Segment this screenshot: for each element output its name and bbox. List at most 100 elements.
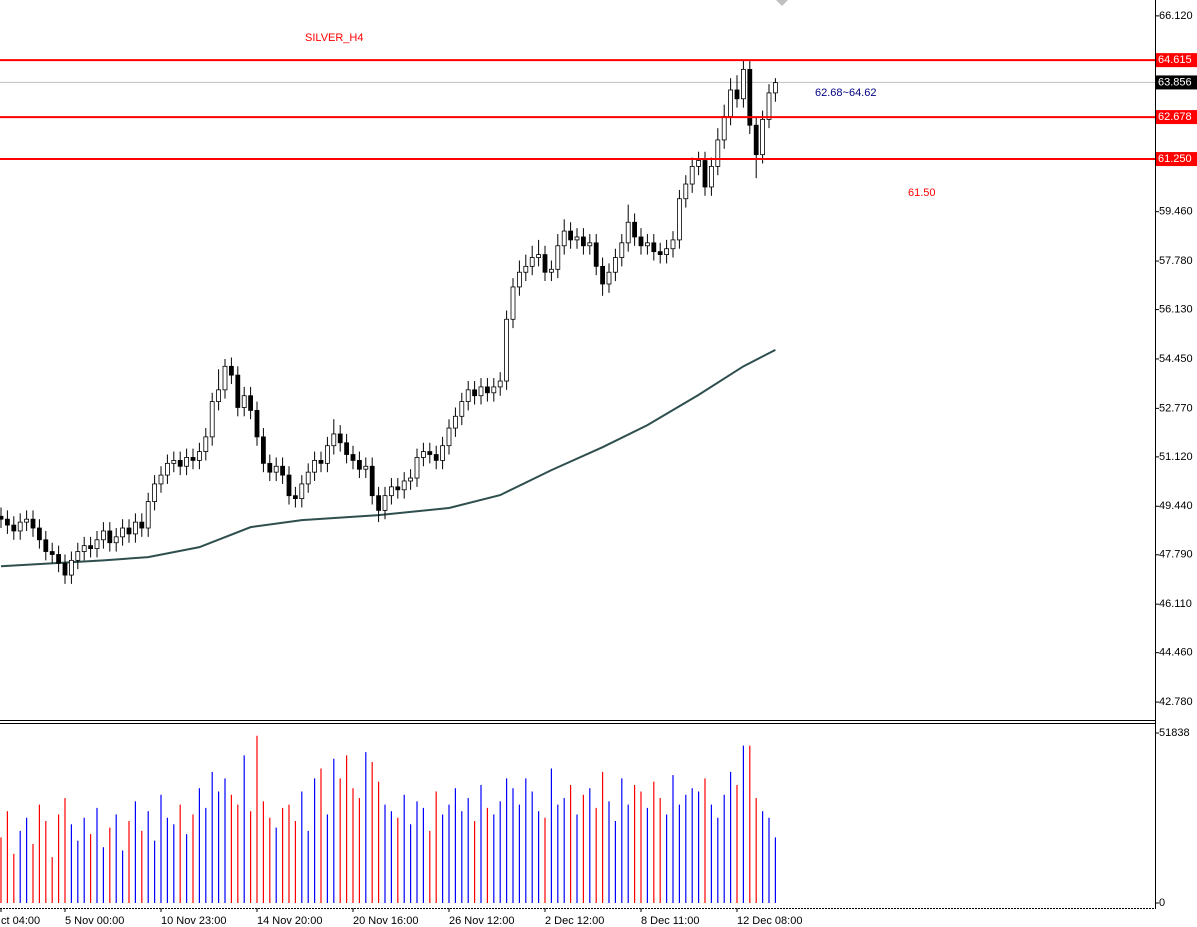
- level-label: 62.678: [1158, 111, 1192, 123]
- candle-body: [382, 495, 388, 511]
- candle-body: [446, 427, 452, 447]
- candle-body: [24, 518, 30, 523]
- candle-body: [209, 401, 215, 438]
- candle-body: [542, 254, 548, 273]
- current-price-box: [1156, 75, 1197, 90]
- x-tick-label: 8 Dec 11:00: [641, 915, 700, 927]
- candle-body: [337, 433, 343, 444]
- candle-body: [517, 271, 522, 288]
- y-tick-label: 57.780: [1159, 255, 1193, 267]
- candle-body: [299, 483, 305, 500]
- candle-body: [248, 395, 254, 411]
- x-tick-label: 5 Nov 00:00: [65, 915, 124, 927]
- candle-body: [427, 451, 433, 455]
- candle-body: [600, 265, 605, 285]
- candle-body: [120, 527, 125, 538]
- y-tick-label: 51.120: [1159, 451, 1193, 463]
- candle-body: [0, 515, 4, 520]
- candle-body: [510, 286, 516, 320]
- level-label-box: [1156, 110, 1197, 125]
- candle-body: [497, 380, 503, 388]
- candle-body: [645, 242, 650, 247]
- x-tick-label: 12 Dec 08:00: [737, 915, 802, 927]
- candle-body: [523, 265, 529, 273]
- candle-body: [164, 462, 170, 476]
- candle-body: [184, 457, 190, 467]
- level-label-box: [1156, 152, 1197, 167]
- candle-body: [709, 166, 714, 188]
- candle-body: [664, 248, 669, 256]
- candle-body: [555, 245, 561, 270]
- candle-body: [433, 454, 439, 461]
- candle-body: [670, 239, 676, 250]
- candle-body: [696, 160, 701, 167]
- candle-body: [689, 166, 695, 185]
- candle-body: [177, 460, 183, 467]
- y-tick-label: 59.460: [1159, 206, 1193, 218]
- candle-body: [766, 92, 772, 120]
- candle-body: [440, 445, 446, 461]
- level-label: 61.250: [1158, 153, 1192, 165]
- candle-body: [145, 501, 151, 529]
- candle-body: [113, 536, 119, 544]
- candle-body: [363, 465, 369, 470]
- y-tick-label: 47.790: [1159, 549, 1193, 561]
- x-tick-label: 10 Nov 23:00: [161, 915, 226, 927]
- candle-body: [56, 554, 61, 564]
- candle-body: [273, 465, 279, 473]
- candle-body: [139, 521, 145, 529]
- candle-body: [452, 415, 458, 429]
- candle-body: [292, 495, 298, 500]
- candle-body: [760, 118, 765, 156]
- candle-body: [158, 474, 164, 485]
- shift-marker: [776, 0, 788, 6]
- candle-body: [126, 527, 132, 535]
- candle-body: [30, 518, 36, 529]
- candle-body: [683, 183, 689, 200]
- candle-body: [721, 116, 727, 141]
- candle-body: [324, 445, 330, 464]
- candle-body: [593, 242, 599, 267]
- candle-body: [318, 460, 324, 464]
- candle-body: [216, 389, 222, 403]
- candle-body: [286, 474, 292, 497]
- candle-body: [356, 460, 362, 470]
- candle-body: [472, 389, 478, 397]
- candle-body: [101, 530, 106, 541]
- moving-average: [0, 348, 776, 568]
- candle-body: [69, 559, 74, 576]
- candle-body: [376, 495, 382, 511]
- candle-body: [414, 457, 420, 479]
- candle-body: [75, 551, 81, 561]
- candle-body: [465, 389, 471, 403]
- candle-body: [107, 530, 113, 544]
- level-label: 64.615: [1158, 54, 1192, 66]
- candle-body: [753, 124, 759, 156]
- candle-body: [561, 230, 567, 247]
- y-tick-label: 42.780: [1159, 696, 1193, 708]
- candle-body: [235, 374, 241, 408]
- candle-body: [491, 386, 497, 394]
- candle-body: [619, 242, 625, 258]
- chart-title: SILVER_H4: [305, 32, 364, 44]
- candle-body: [344, 442, 350, 455]
- current-price-label: 63.856: [1158, 76, 1192, 88]
- candle-body: [581, 236, 586, 247]
- candle-body: [312, 460, 318, 473]
- candle-body: [702, 160, 708, 188]
- candle-body: [484, 386, 490, 394]
- candle-body: [606, 271, 612, 285]
- volume-tick-label: 51838: [1159, 727, 1190, 739]
- candle-body: [638, 236, 644, 247]
- candle-body: [331, 433, 337, 447]
- y-tick-label: 56.130: [1159, 303, 1193, 315]
- y-tick-label: 66.120: [1159, 10, 1193, 22]
- candle-body: [5, 518, 10, 526]
- x-tick-label: 2 Dec 12:00: [545, 915, 604, 927]
- candle-body: [549, 268, 554, 273]
- candle-body: [228, 365, 234, 376]
- candle-body: [369, 465, 375, 497]
- candle-body: [536, 254, 541, 258]
- candle-body: [741, 68, 746, 100]
- candle-body: [305, 471, 311, 485]
